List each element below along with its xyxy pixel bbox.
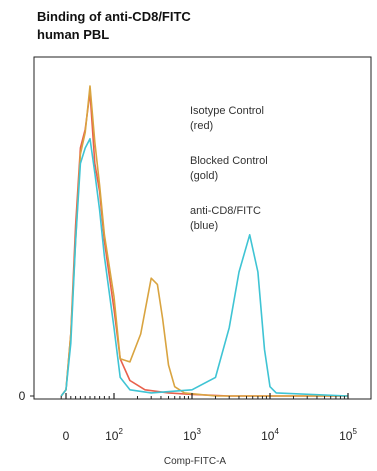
chart-title: Binding of anti-CD8/FITC human PBL	[37, 8, 191, 44]
legend-anti-cd8-name: anti-CD8/FITC	[190, 205, 261, 217]
x-tick-label-3: 104	[261, 427, 279, 443]
series-layer	[60, 85, 349, 397]
series-line-2	[60, 137, 349, 397]
chart-title-line-2: human PBL	[37, 27, 110, 42]
legend: Isotype Control (red) Blocked Control (g…	[190, 104, 268, 234]
legend-item-anti-cd8: anti-CD8/FITC (blue)	[190, 204, 268, 234]
legend-isotype-color: (red)	[190, 120, 214, 132]
x-axis-title: Comp-FITC-A	[164, 456, 227, 467]
x-tick-label-4: 105	[339, 427, 357, 443]
legend-blocked-name: Blocked Control	[190, 155, 268, 167]
y-tick-label-0: 0	[19, 389, 26, 403]
x-axis: 0 102 103 104 105 0	[19, 389, 358, 443]
legend-anti-cd8-color: (blue)	[190, 220, 219, 232]
legend-isotype-name: Isotype Control	[190, 105, 264, 117]
x-tick-label-0: 0	[63, 429, 70, 443]
legend-item-blocked: Blocked Control (gold)	[190, 154, 268, 184]
chart-title-line-1: Binding of anti-CD8/FITC	[37, 9, 191, 24]
x-tick-label-1: 102	[105, 427, 123, 443]
x-tick-label-2: 103	[183, 427, 201, 443]
legend-blocked-color: (gold)	[190, 170, 219, 182]
plot-frame	[33, 56, 372, 400]
legend-item-isotype: Isotype Control (red)	[190, 104, 268, 134]
